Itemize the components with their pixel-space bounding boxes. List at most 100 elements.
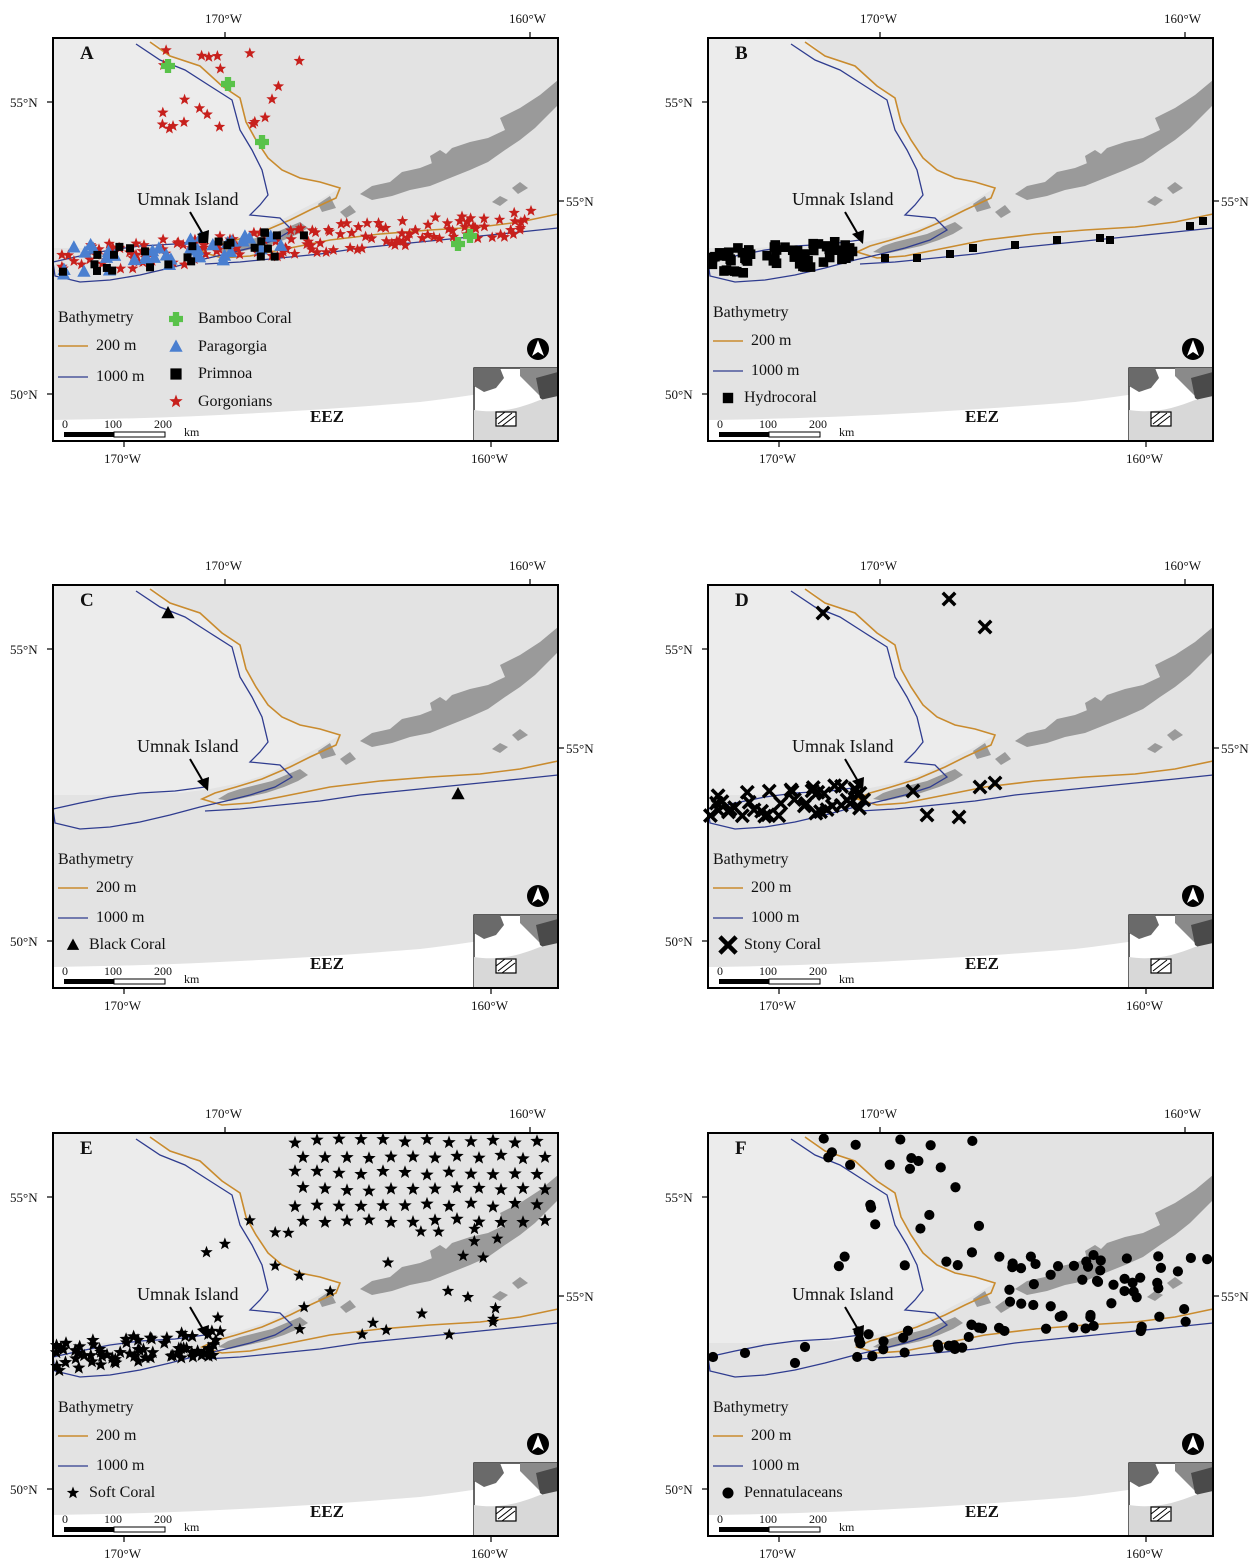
coral-point: [508, 1135, 522, 1149]
land-mass: [1167, 182, 1183, 194]
coral-point: [530, 1134, 544, 1147]
coral-point: [356, 242, 368, 254]
scale-label-0: 0: [717, 964, 723, 978]
eez-label: EEZ: [965, 407, 1000, 426]
coral-point: [270, 252, 279, 261]
coral-point: [356, 1328, 369, 1340]
land-mass: [360, 1133, 558, 1295]
coral-point: [289, 247, 301, 259]
coral-point: [972, 779, 988, 795]
coral-point: [130, 237, 142, 249]
coral-point: [486, 1199, 500, 1213]
coral-point: [1068, 1260, 1080, 1271]
lat-label-55n: 55°N: [10, 642, 38, 657]
coral-point: [384, 1149, 398, 1163]
legend-item-label: Paragorgia: [198, 337, 268, 355]
coral-point: [822, 241, 832, 251]
coral-point: [1199, 217, 1207, 225]
coral-point: [865, 1199, 876, 1210]
coral-point: [179, 1341, 194, 1354]
coral-point: [429, 211, 442, 223]
coral-point: [1154, 1311, 1165, 1322]
legend-1000m-label: 1000 m: [751, 362, 800, 379]
legend-1000m-label: 1000 m: [751, 1457, 800, 1474]
coral-point: [1030, 1258, 1041, 1270]
legend-bathymetry-title: Bathymetry: [58, 309, 134, 326]
scale-unit-km: km: [184, 972, 200, 986]
coral-point: [398, 1165, 412, 1178]
coral-point: [721, 265, 732, 276]
coral-point: [836, 245, 847, 256]
lat-label-55n: 55°N: [10, 95, 38, 110]
coral-point: [505, 224, 517, 235]
coral-point: [332, 1166, 346, 1179]
panel-letter: A: [80, 43, 94, 64]
umnak-arrow: [844, 758, 864, 791]
map-canvas: [702, 1127, 1219, 1542]
coral-point: [397, 235, 409, 246]
coral-point: [171, 237, 183, 249]
coral-point: [1136, 1323, 1147, 1335]
coral-point: [175, 1326, 189, 1339]
coral-point: [987, 775, 1003, 791]
land-mass: [995, 752, 1011, 765]
coral-point: [384, 1181, 398, 1195]
coral-point: [318, 1215, 332, 1228]
legend-item-label: Soft Coral: [89, 1484, 156, 1501]
coral-point: [463, 229, 477, 244]
legend-contour-samples: [713, 887, 743, 919]
coral-point: [103, 237, 115, 249]
coral-point: [396, 227, 408, 239]
coral-point: [224, 244, 238, 258]
coral-point: [335, 218, 347, 229]
coral-point: [272, 80, 285, 92]
scale-bar: [719, 431, 821, 438]
scale-bar: [64, 1526, 166, 1533]
contour-1000m: [707, 1138, 1214, 1378]
coral-point: [420, 1132, 434, 1146]
coral-point: [139, 251, 153, 265]
coral-point: [93, 1342, 107, 1355]
coral-point: [58, 267, 67, 276]
coral-point: [808, 805, 824, 821]
coral-point: [178, 1329, 192, 1342]
coral-point: [177, 238, 189, 250]
coral-point: [115, 242, 124, 251]
coral-point: [380, 1323, 393, 1336]
lat-label-55n: 55°N: [665, 642, 693, 657]
coral-point: [259, 111, 271, 123]
coral-point: [310, 1164, 324, 1177]
coral-point: [415, 1307, 428, 1319]
coral-point: [114, 262, 127, 274]
land-mass: [873, 1317, 963, 1349]
coral-point: [203, 51, 215, 62]
coral-point: [230, 242, 242, 254]
coral-point: [365, 232, 378, 244]
coral-point: [272, 231, 281, 240]
coral-point: [1127, 1277, 1138, 1288]
land-mass: [492, 196, 508, 206]
coral-point: [1028, 1279, 1039, 1290]
coral-point: [478, 220, 491, 232]
map-panel-b: 170°W 160°W 170°W 160°W 55°N 50°N 55°N B Umnak I…: [655, 0, 1255, 470]
coral-point: [126, 244, 135, 253]
coral-point: [737, 247, 748, 258]
coral-point: [152, 241, 166, 254]
coral-point: [221, 77, 236, 91]
coral-point: [966, 1247, 978, 1258]
coral-point: [234, 248, 246, 260]
map-frame: [707, 37, 1214, 442]
coral-point: [708, 795, 724, 811]
lon-label-bottom-160w: 160°W: [1126, 451, 1163, 466]
map-frame: [52, 1132, 559, 1537]
legend-200m-label: 200 m: [751, 1427, 792, 1444]
coral-point: [798, 251, 808, 261]
inset-map: [473, 367, 559, 442]
legend-symbols: [718, 935, 738, 955]
coral-point: [95, 1349, 109, 1362]
coral-point: [1185, 1252, 1196, 1264]
coral-point: [119, 1335, 134, 1349]
coral-point: [486, 231, 498, 243]
lon-label-top-170w: 170°W: [205, 1106, 242, 1121]
coral-point: [472, 1181, 486, 1194]
